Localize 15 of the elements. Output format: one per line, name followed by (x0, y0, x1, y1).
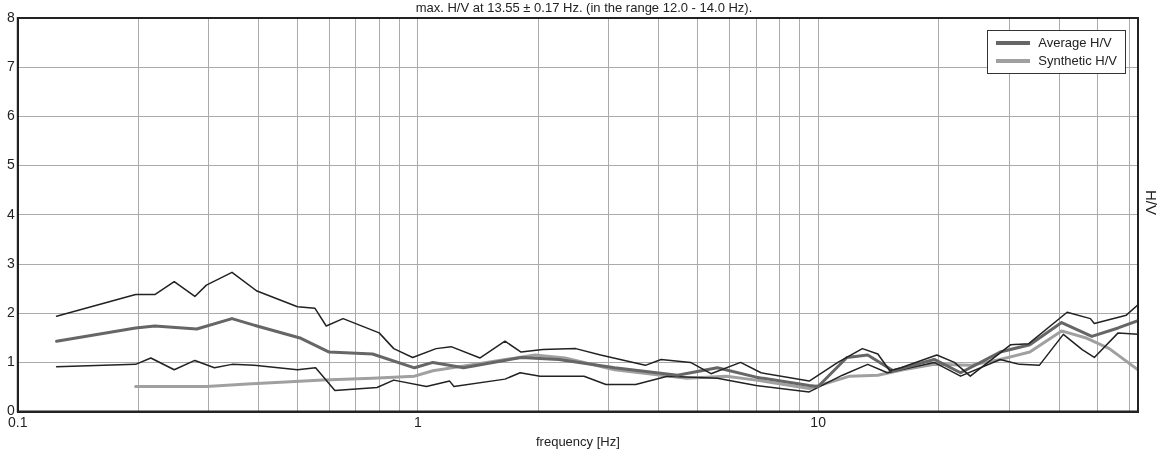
y-tick-label: 7 (6, 58, 15, 75)
x-tick-label: 1 (414, 413, 423, 430)
y-tick-label: 2 (6, 304, 15, 321)
y-axis-title: H/V (1143, 190, 1160, 216)
y-tick-label: 5 (6, 156, 15, 173)
legend-label: Average H/V (1038, 34, 1112, 52)
legend-label: Synthetic H/V (1038, 52, 1117, 70)
y-tick-label: 8 (6, 8, 15, 25)
x-axis-title: frequency [Hz] (535, 433, 620, 449)
y-tick-label: 6 (6, 107, 15, 124)
y-tick-label: 1 (6, 353, 15, 370)
x-tick-label: 10 (810, 413, 827, 430)
y-tick-label: 4 (6, 205, 15, 222)
chart-title: max. H/V at 13.55 ± 0.17 Hz. (in the range 12.0 - 14.0 Hz). (415, 0, 753, 15)
y-tick-label: 3 (6, 254, 15, 271)
